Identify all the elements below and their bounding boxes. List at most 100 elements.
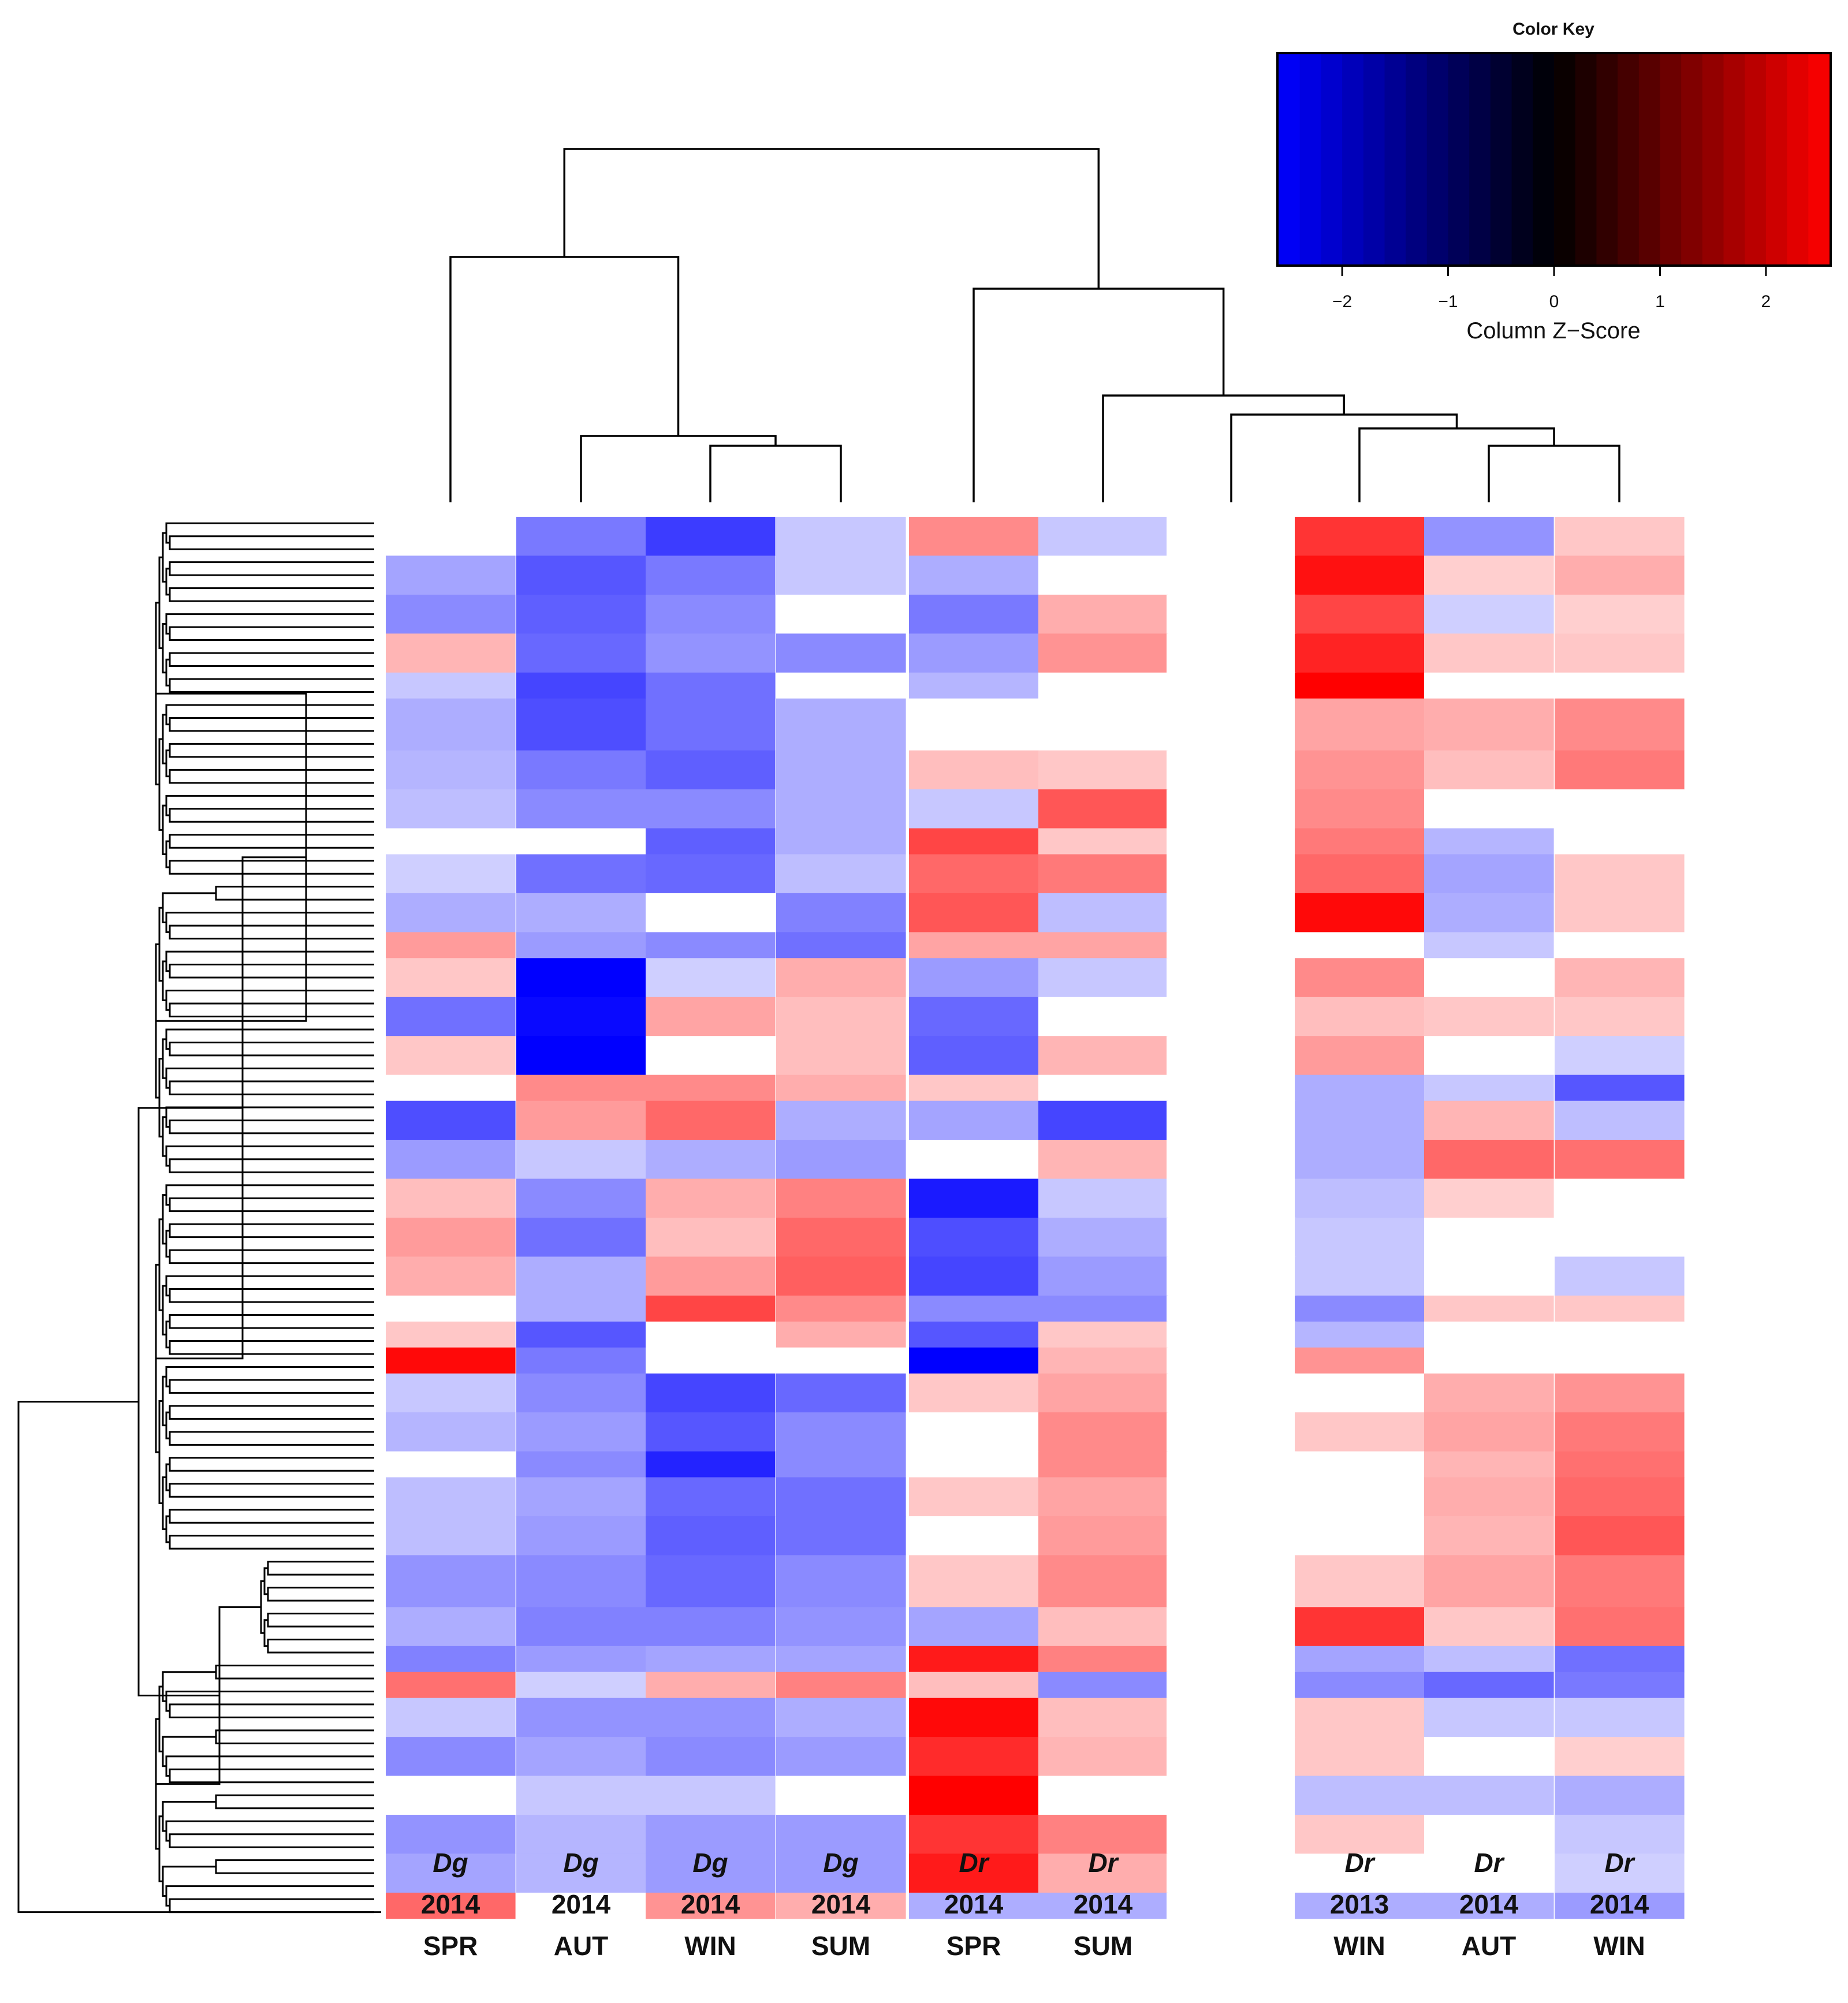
heatmap-cell	[1038, 633, 1168, 673]
row-dendrogram-branch	[169, 1314, 374, 1329]
heatmap-cell	[776, 750, 906, 790]
heatmap-cell	[1038, 1776, 1168, 1815]
row-dendrogram	[17, 522, 381, 1914]
heatmap-cell	[1295, 1321, 1425, 1348]
heatmap-cell	[646, 1295, 776, 1322]
heatmap-cell	[386, 1412, 516, 1452]
heatmap-cell	[1167, 997, 1296, 1036]
column-label-species: Dr	[1604, 1848, 1634, 1878]
heatmap-cell	[1038, 789, 1168, 829]
heatmap-cell	[909, 1698, 1039, 1737]
column-label-season: WIN	[684, 1931, 736, 1961]
column-label-species: Dr	[959, 1848, 989, 1878]
row-dendrogram-branch	[169, 924, 374, 940]
heatmap-cell	[1167, 1217, 1296, 1257]
heatmap-cell	[909, 1321, 1039, 1348]
heatmap-cell	[1295, 1815, 1425, 1854]
heatmap-cell	[776, 1698, 906, 1737]
heatmap-cell	[1295, 594, 1425, 634]
row-dendrogram-branch	[165, 522, 374, 544]
heatmap-cell	[646, 1555, 776, 1607]
heatmap-cell	[516, 893, 646, 933]
row-dendrogram-branch	[267, 1587, 374, 1602]
row-dendrogram-branch	[215, 1794, 374, 1810]
row-dendrogram-branch	[169, 587, 374, 602]
heatmap-cell	[1555, 672, 1685, 699]
heatmap-cell	[1038, 1295, 1168, 1322]
heatmap-cell	[1424, 1217, 1554, 1257]
heatmap-cell	[386, 1853, 516, 1893]
heatmap-cell	[516, 1607, 646, 1647]
heatmap-cell	[1167, 1698, 1296, 1737]
heatmap-cell	[516, 1412, 646, 1452]
heatmap-cell	[386, 1477, 516, 1517]
heatmap-cell	[516, 1737, 646, 1777]
heatmap-cell	[909, 1516, 1039, 1556]
column-dendrogram	[449, 148, 1620, 502]
heatmap-cell	[1038, 1646, 1168, 1673]
heatmap-cell	[909, 1477, 1039, 1517]
heatmap-cell	[646, 1853, 776, 1893]
heatmap-cell	[646, 1516, 776, 1556]
heatmap-cell	[646, 1672, 776, 1699]
heatmap-cell	[1424, 1451, 1554, 1478]
heatmap-cell	[1424, 1646, 1554, 1673]
heatmap-cell	[1424, 1256, 1554, 1296]
color-key-band	[1723, 54, 1746, 264]
heatmap-cell	[909, 893, 1039, 933]
heatmap-cell	[1167, 828, 1296, 855]
heatmap-cell	[1167, 1101, 1296, 1140]
heatmap-cell	[386, 1321, 516, 1348]
heatmap-cell	[1424, 854, 1554, 894]
heatmap-cell	[1424, 958, 1554, 998]
heatmap-cell	[909, 1672, 1039, 1699]
heatmap-cell	[909, 1646, 1039, 1673]
heatmap-cell	[386, 854, 516, 894]
color-key-band	[1490, 54, 1512, 264]
heatmap-cell	[1424, 1295, 1554, 1322]
row-dendrogram-branch	[169, 1041, 374, 1057]
heatmap-cell	[1167, 1516, 1296, 1556]
column-label: Dr 2014 SUM	[1040, 1842, 1167, 1967]
heatmap-cell	[1555, 1698, 1685, 1737]
heatmap-cell	[646, 1036, 776, 1076]
row-dendrogram-branch	[169, 1002, 374, 1017]
heatmap-cell	[909, 517, 1039, 556]
heatmap-cell	[1167, 1451, 1296, 1478]
heatmap-cell	[1424, 555, 1554, 595]
heatmap-cell	[1295, 1412, 1425, 1452]
heatmap-cell	[1424, 1853, 1554, 1893]
heatmap-cell	[646, 1217, 776, 1257]
heatmap-cell	[1295, 1373, 1425, 1413]
heatmap-cell	[1295, 1140, 1425, 1179]
color-key-band	[1384, 54, 1407, 264]
heatmap-cell	[386, 958, 516, 998]
heatmap-cell	[909, 633, 1039, 673]
row-dendrogram-branch	[169, 1457, 374, 1472]
color-key-gradient	[1279, 54, 1830, 264]
heatmap-cell	[516, 750, 646, 790]
heatmap-cell	[776, 1178, 906, 1218]
row-dendrogram-branch	[169, 834, 374, 849]
heatmap-cell	[776, 1646, 906, 1673]
column-label-species: Dr	[1474, 1848, 1504, 1878]
heatmap-cell	[646, 997, 776, 1036]
heatmap-cell	[1038, 555, 1168, 595]
heatmap-cell	[516, 1776, 646, 1815]
heatmap-cell	[386, 1698, 516, 1737]
heatmap-cell	[1555, 1776, 1685, 1815]
heatmap-cell	[1555, 633, 1685, 673]
heatmap-cell	[776, 828, 906, 855]
column-label-year: 2014	[1459, 1889, 1519, 1919]
heatmap-cell	[516, 1555, 646, 1607]
heatmap-cell	[646, 1178, 776, 1218]
heatmap-cell	[1555, 932, 1685, 958]
heatmap-cell	[1038, 1672, 1168, 1699]
color-key-band	[1660, 54, 1682, 264]
row-dendrogram-branch	[215, 886, 374, 901]
heatmap-cell	[1167, 1321, 1296, 1348]
heatmap-cell	[386, 789, 516, 829]
heatmap-cell	[909, 1373, 1039, 1413]
row-dendrogram-branch	[165, 704, 374, 726]
heatmap-cell	[776, 672, 906, 699]
